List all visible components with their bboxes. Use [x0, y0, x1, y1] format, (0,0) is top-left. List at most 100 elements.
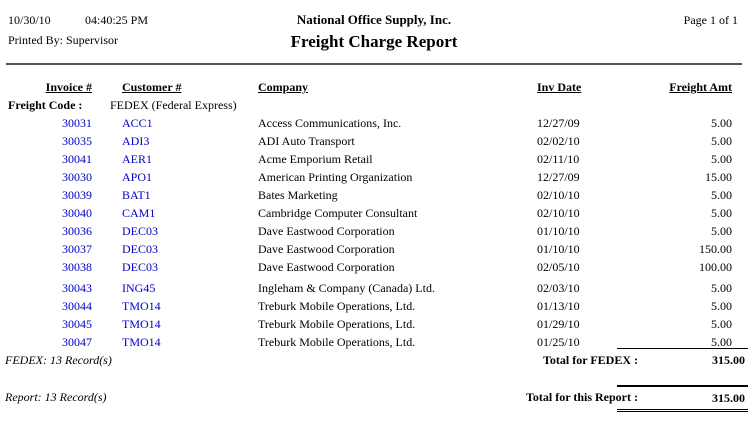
table-row: 30043 ING45 Ingleham & Company (Canada) …	[0, 279, 748, 297]
customer-number-link[interactable]: DEC03	[122, 242, 158, 256]
customer-number-link[interactable]: TMO14	[122, 317, 161, 331]
table-row: 30044 TMO14 Treburk Mobile Operations, L…	[0, 297, 748, 315]
customer-number-link[interactable]: AER1	[122, 152, 152, 166]
report-total-amount: 315.00	[617, 385, 748, 412]
invoice-number-link[interactable]: 30035	[62, 134, 92, 148]
freight-amt-cell: 5.00	[711, 299, 732, 313]
inv-date-cell: 01/29/10	[537, 317, 580, 331]
group-record-count: FEDEX: 13 Record(s)	[5, 353, 112, 367]
header-divider	[6, 63, 742, 65]
table-row: 30038 DEC03 Dave Eastwood Corporation 02…	[0, 258, 748, 276]
customer-number-link[interactable]: ACC1	[122, 116, 153, 130]
column-header-customer: Customer #	[122, 80, 182, 94]
page-indicator: Page 1 of 1	[683, 13, 738, 27]
table-row: 30036 DEC03 Dave Eastwood Corporation 01…	[0, 222, 748, 240]
table-row: 30030 APO1 American Printing Organizatio…	[0, 168, 748, 186]
inv-date-cell: 02/03/10	[537, 281, 580, 295]
table-row: 30035 ADI3 ADI Auto Transport 02/02/10 5…	[0, 132, 748, 150]
column-header-invoice: Invoice #	[45, 80, 92, 94]
invoice-number-link[interactable]: 30038	[62, 260, 92, 274]
inv-date-cell: 02/11/10	[537, 152, 580, 166]
invoice-number-link[interactable]: 30031	[62, 116, 92, 130]
freight-amt-cell: 5.00	[711, 335, 732, 349]
report-record-count: Report: 13 Record(s)	[5, 390, 107, 404]
freight-amt-cell: 5.00	[711, 206, 732, 220]
company-cell: ADI Auto Transport	[258, 134, 355, 148]
customer-number-link[interactable]: ADI3	[122, 134, 150, 148]
table-row: 30039 BAT1 Bates Marketing 02/10/10 5.00	[0, 186, 748, 204]
freight-code-value: FEDEX (Federal Express)	[110, 98, 237, 112]
report-title: Freight Charge Report	[290, 32, 458, 51]
inv-date-cell: 01/25/10	[537, 335, 580, 349]
table-row: 30037 DEC03 Dave Eastwood Corporation 01…	[0, 240, 748, 258]
inv-date-cell: 01/13/10	[537, 299, 580, 313]
invoice-number-link[interactable]: 30040	[62, 206, 92, 220]
company-cell: Treburk Mobile Operations, Ltd.	[258, 317, 416, 331]
table-row: 30045 TMO14 Treburk Mobile Operations, L…	[0, 315, 748, 333]
company-cell: Dave Eastwood Corporation	[258, 242, 395, 256]
table-row: 30031 ACC1 Access Communications, Inc. 1…	[0, 114, 748, 132]
print-time: 04:40:25 PM	[85, 13, 149, 27]
freight-amt-cell: 5.00	[711, 116, 732, 130]
company-cell: Ingleham & Company (Canada) Ltd.	[258, 281, 435, 295]
table-body: 30031 ACC1 Access Communications, Inc. 1…	[0, 114, 748, 351]
printed-by: Printed By: Supervisor	[8, 33, 118, 47]
customer-number-link[interactable]: DEC03	[122, 260, 158, 274]
freight-amt-cell: 5.00	[711, 188, 732, 202]
inv-date-cell: 02/10/10	[537, 188, 580, 202]
inv-date-cell: 12/27/09	[537, 116, 580, 130]
invoice-number-link[interactable]: 30039	[62, 188, 92, 202]
table-row: 30041 AER1 Acme Emporium Retail 02/11/10…	[0, 150, 748, 168]
inv-date-cell: 01/10/10	[537, 242, 580, 256]
freight-amt-cell: 100.00	[699, 260, 732, 274]
freight-amt-cell: 5.00	[711, 152, 732, 166]
customer-number-link[interactable]: ING45	[122, 281, 156, 295]
inv-date-cell: 02/02/10	[537, 134, 580, 148]
company-cell: Dave Eastwood Corporation	[258, 260, 395, 274]
table-row: 30047 TMO14 Treburk Mobile Operations, L…	[0, 333, 748, 351]
invoice-number-link[interactable]: 30041	[62, 152, 92, 166]
freight-amt-cell: 5.00	[711, 134, 732, 148]
customer-number-link[interactable]: BAT1	[122, 188, 151, 202]
column-header-company: Company	[258, 80, 309, 94]
company-name: National Office Supply, Inc.	[296, 12, 452, 27]
freight-amt-cell: 5.00	[711, 317, 732, 331]
freight-code-label: Freight Code :	[8, 98, 83, 112]
column-header-freight-amt: Freight Amt	[669, 80, 732, 94]
inv-date-cell: 02/10/10	[537, 206, 580, 220]
freight-amt-cell: 5.00	[711, 281, 732, 295]
column-header-row: Invoice # Customer # Company Inv Date Fr…	[0, 80, 748, 95]
freight-amt-cell: 15.00	[705, 170, 732, 184]
customer-number-link[interactable]: TMO14	[122, 335, 161, 349]
report-total-label: Total for this Report :	[526, 390, 638, 404]
inv-date-cell: 02/05/10	[537, 260, 580, 274]
group-total-label: Total for FEDEX :	[542, 353, 638, 367]
company-cell: Dave Eastwood Corporation	[258, 224, 395, 238]
company-cell: Treburk Mobile Operations, Ltd.	[258, 299, 416, 313]
group-total-row: FEDEX: 13 Record(s) Total for FEDEX : 31…	[0, 347, 748, 371]
table-row: 30040 CAM1 Cambridge Computer Consultant…	[0, 204, 748, 222]
company-cell: Acme Emporium Retail	[258, 152, 373, 166]
invoice-number-link[interactable]: 30030	[62, 170, 92, 184]
customer-number-link[interactable]: APO1	[122, 170, 153, 184]
freight-amt-cell: 5.00	[711, 224, 732, 238]
group-total-amount: 315.00	[617, 348, 748, 368]
freight-amt-cell: 150.00	[699, 242, 732, 256]
invoice-number-link[interactable]: 30045	[62, 317, 92, 331]
print-date: 10/30/10	[8, 13, 51, 27]
customer-number-link[interactable]: CAM1	[122, 206, 156, 220]
company-cell: American Printing Organization	[258, 170, 413, 184]
company-cell: Treburk Mobile Operations, Ltd.	[258, 335, 416, 349]
invoice-number-link[interactable]: 30036	[62, 224, 92, 238]
invoice-number-link[interactable]: 30044	[62, 299, 92, 313]
invoice-number-link[interactable]: 30043	[62, 281, 92, 295]
report-total-row: Report: 13 Record(s) Total for this Repo…	[0, 384, 748, 412]
inv-date-cell: 12/27/09	[537, 170, 580, 184]
invoice-number-link[interactable]: 30047	[62, 335, 92, 349]
column-header-inv-date: Inv Date	[537, 80, 582, 94]
customer-number-link[interactable]: DEC03	[122, 224, 158, 238]
invoice-number-link[interactable]: 30037	[62, 242, 92, 256]
company-cell: Cambridge Computer Consultant	[258, 206, 418, 220]
customer-number-link[interactable]: TMO14	[122, 299, 161, 313]
